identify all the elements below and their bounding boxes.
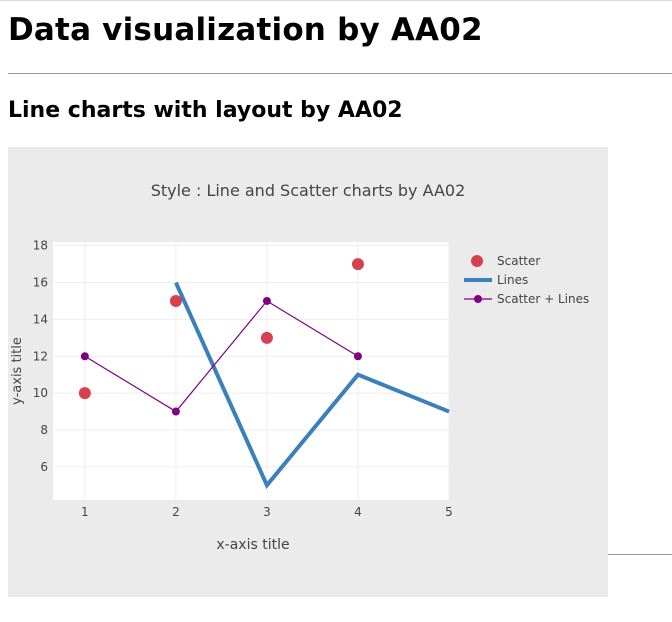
top-border <box>0 0 672 1</box>
y-tick-label: 16 <box>33 276 48 290</box>
x-tick-label: 1 <box>81 505 89 519</box>
section-heading: Line charts with layout by AA02 <box>8 98 403 123</box>
y-tick-label: 18 <box>33 239 48 253</box>
legend-item-scatter-lines[interactable]: Scatter + Lines <box>464 292 589 306</box>
legend-item-scatter[interactable]: Scatter <box>471 254 540 268</box>
y-tick-label: 8 <box>40 423 48 437</box>
grid-lines <box>53 242 450 500</box>
legend-label: Scatter + Lines <box>497 292 589 306</box>
y-tick-label: 6 <box>40 460 48 474</box>
data-point-scatter-lines[interactable] <box>262 296 271 305</box>
series-line-scatter-lines <box>84 300 359 413</box>
y-axis-title: y-axis title <box>10 337 25 405</box>
legend-item-lines[interactable]: Lines <box>464 273 528 287</box>
data-point-scatter-lines[interactable] <box>353 352 362 361</box>
series-line-lines <box>174 281 450 490</box>
x-tick-label: 3 <box>263 505 271 519</box>
data-point-scatter[interactable] <box>351 258 364 271</box>
legend-marker <box>471 255 483 267</box>
data-point-scatter-lines[interactable] <box>171 407 180 416</box>
x-axis-title: x-axis title <box>216 537 289 553</box>
x-tick-label: 4 <box>354 505 362 519</box>
data-point-scatter[interactable] <box>78 387 91 400</box>
chart-title: Style : Line and Scatter charts by AA02 <box>151 181 466 200</box>
x-tick-label: 2 <box>172 505 180 519</box>
x-tick-label: 5 <box>445 505 453 519</box>
legend-label: Lines <box>497 273 528 287</box>
y-tick-label: 12 <box>33 349 48 363</box>
chart-legend[interactable]: Scatter Lines Scatter + Lines <box>464 254 589 306</box>
data-point-scatter[interactable] <box>260 331 273 344</box>
page-heading: Data visualization by AA02 <box>8 12 483 48</box>
bottom-divider <box>608 554 672 555</box>
y-tick-label: 10 <box>33 386 48 400</box>
data-point-scatter-lines[interactable] <box>80 352 89 361</box>
heading-divider <box>8 73 672 74</box>
legend-label: Scatter <box>497 254 540 268</box>
y-tick-label: 14 <box>33 312 48 326</box>
plot-area <box>53 242 449 500</box>
data-point-scatter[interactable] <box>169 294 182 307</box>
legend-marker <box>474 295 482 303</box>
chart-panel: 1 2 3 4 5 6 8 10 12 14 16 18 Style : Line and Scatt… <box>8 147 608 597</box>
series-layer <box>78 258 450 490</box>
